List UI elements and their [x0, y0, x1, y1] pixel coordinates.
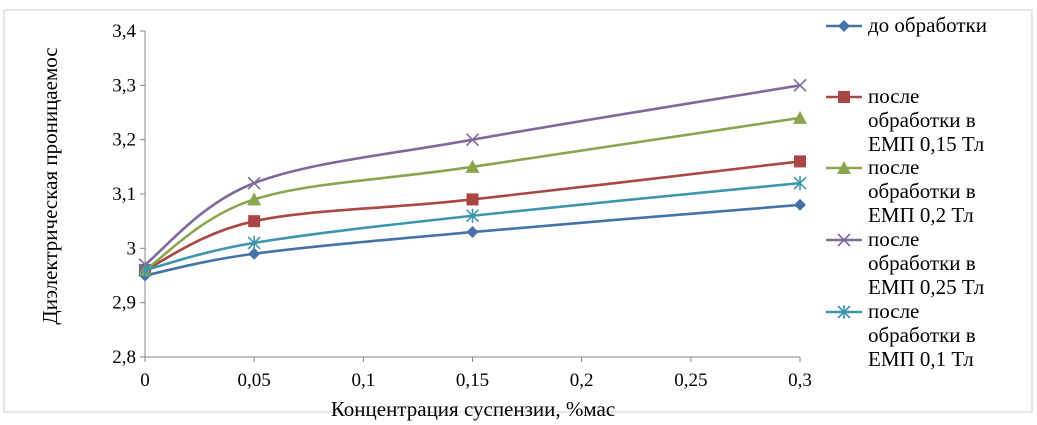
y-tick-label: 2,8	[112, 347, 136, 368]
legend-marker	[838, 20, 850, 32]
legend-label-line: ЕМП 0,15 Тл	[868, 132, 984, 156]
data-point	[247, 176, 261, 190]
y-tick-label: 3,1	[112, 184, 136, 205]
legend-label-line: после	[868, 84, 919, 108]
data-point	[465, 159, 480, 173]
data-point	[793, 176, 807, 191]
y-tick-label: 2,9	[112, 293, 136, 314]
legend-label-line: обработки в	[868, 323, 976, 347]
y-tick-label: 3	[127, 238, 137, 259]
legend-entry: после обработки в ЕМП 0,1 Тл	[826, 299, 976, 371]
legend-marker	[837, 233, 851, 247]
data-point	[247, 192, 262, 206]
data-point	[465, 208, 480, 223]
x-tick-label: 0,15	[456, 370, 489, 391]
x-axis-title: Концентрация суспензии, %мас	[331, 397, 615, 421]
data-point	[247, 235, 261, 250]
x-tick-label: 0,05	[238, 370, 271, 391]
legend-label-line: ЕМП 0,25 Тл	[868, 275, 984, 299]
legend-label: после обработки в ЕМП 0,2 Тл	[868, 155, 976, 227]
series-line	[144, 116, 801, 272]
data-point	[793, 78, 807, 92]
data-point	[465, 133, 480, 147]
data-point	[248, 215, 261, 228]
legend-entry: после обработки в ЕМП 0,15 Тл	[826, 84, 984, 156]
legend-label-line: обработки в	[868, 179, 976, 203]
series-5	[138, 176, 807, 278]
data-point	[248, 247, 261, 260]
data-point	[138, 263, 152, 278]
x-tick-label: 0,2	[570, 370, 594, 391]
data-point	[466, 193, 479, 206]
data-point	[793, 110, 807, 124]
y-tick-label: 3,3	[112, 75, 136, 96]
legend-label-line: после	[868, 227, 919, 251]
x-tick-label: 0,3	[788, 370, 812, 391]
legend-label-line: ЕМП 0,1 Тл	[868, 347, 974, 371]
y-axis-title: Диэлектрическая проницаемос	[38, 47, 62, 324]
legend-entry: после обработки в ЕМП 0,25 Тл	[826, 227, 984, 299]
x-tick-label: 0,25	[674, 370, 707, 391]
data-point	[794, 198, 806, 211]
legend-label: до обработки	[868, 13, 987, 37]
legend-label-line: обработки в	[868, 108, 976, 132]
legend-label-line: после	[868, 155, 919, 179]
data-point	[466, 226, 479, 239]
legend-label: после обработки в ЕМП 0,1 Тл	[868, 299, 976, 371]
series-line	[144, 84, 801, 266]
legend-entry: до обработки	[826, 13, 987, 37]
x-tick-label: 0,1	[351, 370, 375, 391]
series-4	[138, 78, 807, 272]
data-point	[794, 155, 806, 168]
legend-marker	[837, 161, 851, 174]
legend-label-line: обработки в	[868, 251, 976, 275]
legend-label-line: до обработки	[868, 13, 987, 37]
y-tick-label: 3,2	[112, 130, 136, 151]
series-line	[144, 203, 801, 277]
legend-label: после обработки в ЕМП 0,25 Тл	[868, 227, 984, 299]
series-line	[144, 160, 801, 272]
legend-label-line: после	[868, 299, 919, 323]
legend-entry: после обработки в ЕМП 0,2 Тл	[826, 155, 976, 227]
legend-marker	[838, 91, 850, 103]
legend-marker	[837, 305, 851, 319]
legend-label: после обработки в ЕМП 0,15 Тл	[868, 84, 984, 156]
series-line	[144, 181, 801, 272]
y-tick-label: 3,4	[112, 21, 136, 42]
legend-label-line: ЕМП 0,2 Тл	[868, 203, 974, 227]
x-tick-label: 0	[140, 370, 150, 391]
